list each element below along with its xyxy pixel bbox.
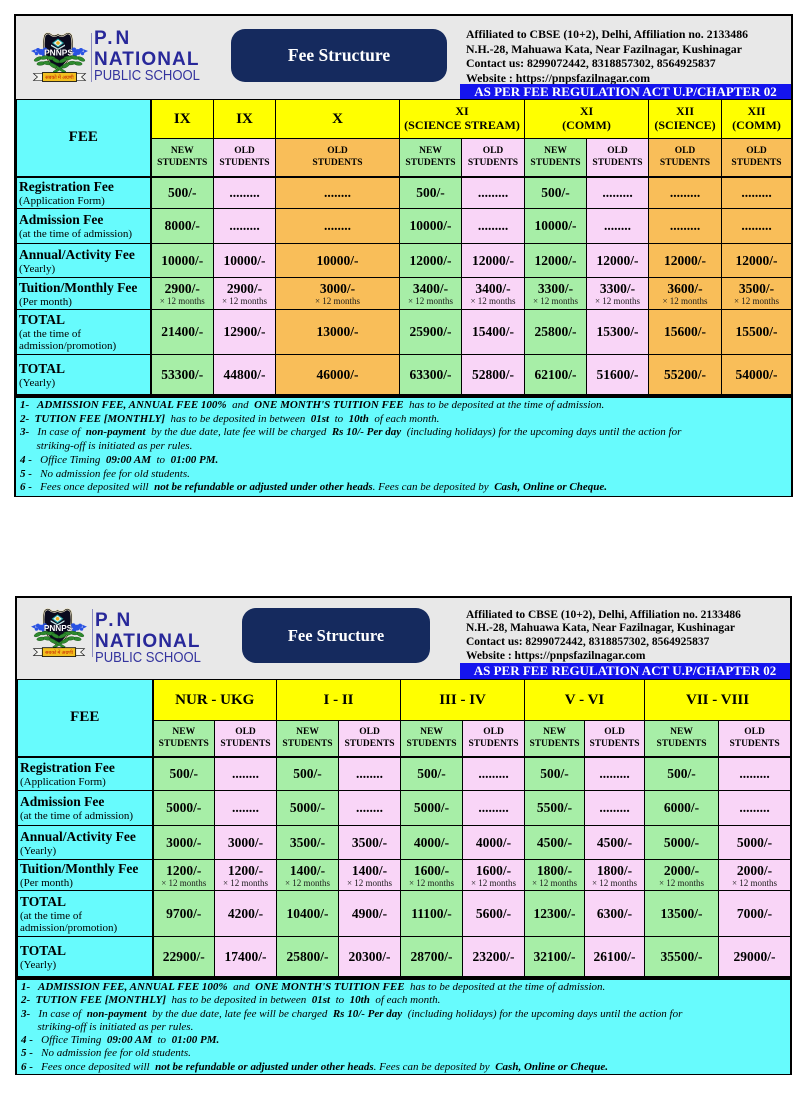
svg-text:सबको में अग्रणी: सबको में अग्रणी: [45, 74, 74, 81]
svg-text:PNNPS: PNNPS: [44, 624, 73, 633]
svg-text:PNNPS: PNNPS: [44, 47, 73, 57]
svg-text:सबको में अग्रणी: सबको में अग्रणी: [45, 649, 74, 656]
